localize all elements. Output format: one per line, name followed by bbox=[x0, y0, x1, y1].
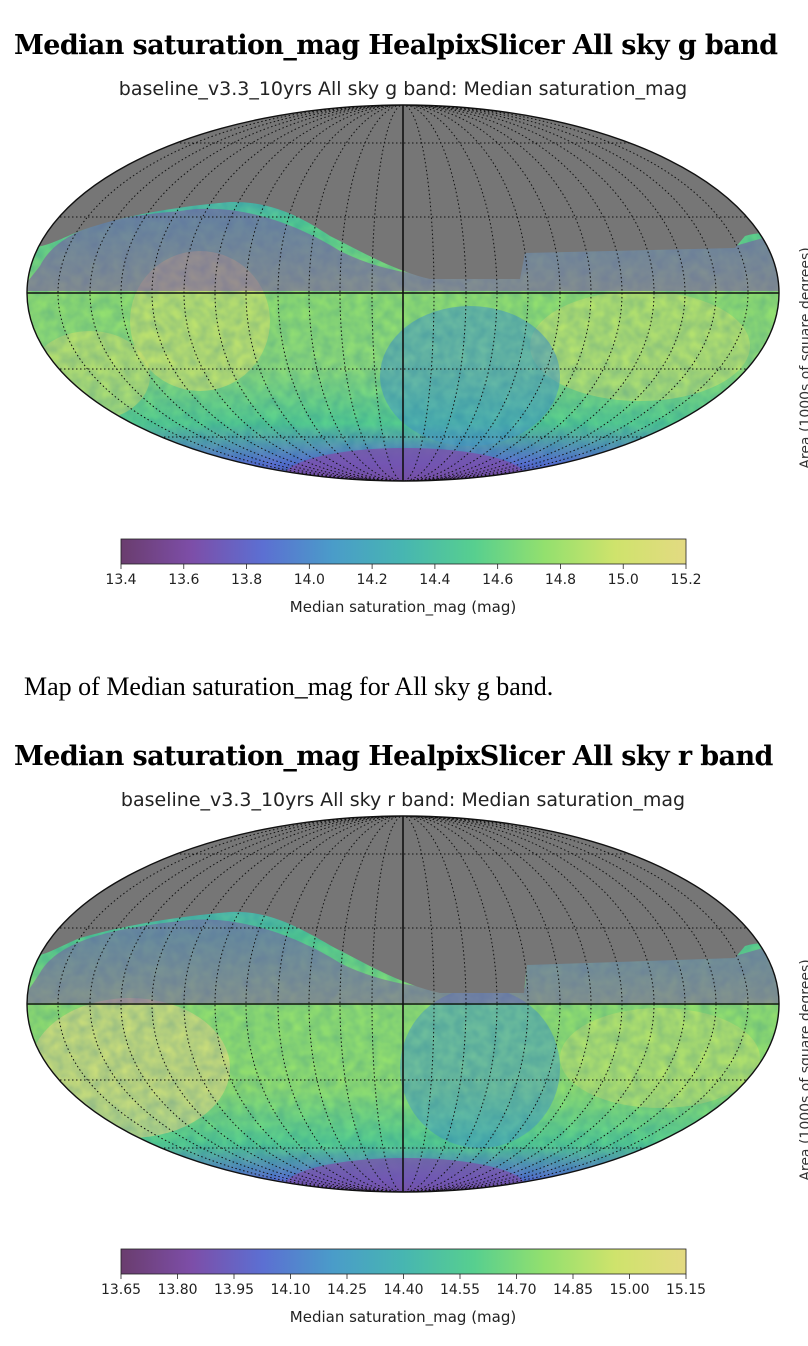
northern-edge-band bbox=[27, 919, 779, 1003]
colorbar-tick-label: 14.40 bbox=[383, 1282, 423, 1298]
mollweide-map bbox=[27, 816, 779, 1192]
colorbar-tick-label: 13.80 bbox=[157, 1282, 197, 1298]
masked-sky bbox=[27, 105, 779, 279]
side-axis-label: Area (1000s of square degrees) bbox=[798, 247, 808, 468]
side-axis-label: Area (1000s of square degrees) bbox=[798, 959, 808, 1180]
colorbar-tick-label: 13.4 bbox=[105, 572, 136, 588]
colorbar-tick-label: 14.8 bbox=[545, 572, 576, 588]
colorbar-tick-label: 13.95 bbox=[214, 1282, 254, 1298]
colorbar-tick-label: 14.25 bbox=[327, 1282, 367, 1298]
colorbar-tick-label: 13.8 bbox=[231, 572, 262, 588]
figure-r-band: baseline_v3.3_10yrs All sky r band: Medi… bbox=[0, 788, 808, 1333]
section-heading-r-band: Median saturation_mag HealpixSlicer All … bbox=[14, 741, 773, 772]
colorbar-label: Median saturation_mag (mag) bbox=[290, 598, 516, 617]
plot-title: baseline_v3.3_10yrs All sky g band: Medi… bbox=[119, 78, 687, 100]
colorbar-ticks: 13.4 13.6 13.8 14.0 14.2 14.4 14.6 14.8 15.0 15.2 bbox=[105, 564, 702, 588]
map-outline bbox=[26, 815, 780, 1193]
colorbar-tick-label: 15.0 bbox=[608, 572, 639, 588]
colorbar: 13.4 13.6 13.8 14.0 14.2 14.4 14.6 14.8 15.0 15.2… bbox=[105, 538, 702, 617]
colorbar-tick-label: 15.00 bbox=[609, 1282, 649, 1298]
map-outline bbox=[26, 104, 780, 482]
colorbar-tick-label: 13.65 bbox=[101, 1282, 141, 1298]
section-heading-g-band: Median saturation_mag HealpixSlicer All … bbox=[14, 30, 778, 61]
colorbar-gradient bbox=[120, 1248, 687, 1275]
southern-pole-band bbox=[285, 1158, 525, 1192]
colorbar-label: Median saturation_mag (mag) bbox=[290, 1308, 516, 1327]
colorbar-tick-label: 14.55 bbox=[440, 1282, 480, 1298]
colorbar-tick-label: 13.6 bbox=[168, 572, 199, 588]
colorbar-tick-label: 14.0 bbox=[294, 572, 325, 588]
southern-pole-band bbox=[285, 448, 525, 481]
colorbar: 13.65 13.80 13.95 14.10 14.25 14.40 14.55 14.70… bbox=[101, 1248, 706, 1327]
skymap-figure: baseline_v3.3_10yrs All sky g band: Medi… bbox=[26, 78, 808, 617]
colorbar-tick-label: 15.15 bbox=[666, 1282, 706, 1298]
northern-edge-band bbox=[27, 208, 779, 291]
colorbar-tick-label: 14.85 bbox=[553, 1282, 593, 1298]
colorbar-tick-label: 14.4 bbox=[419, 572, 450, 588]
skymap-figure: baseline_v3.3_10yrs All sky r band: Medi… bbox=[26, 789, 808, 1327]
colorbar-tick-label: 14.2 bbox=[357, 572, 388, 588]
colorbar-tick-label: 15.2 bbox=[670, 572, 701, 588]
colorbar-gradient bbox=[120, 538, 687, 565]
figure-g-band: baseline_v3.3_10yrs All sky g band: Medi… bbox=[0, 76, 808, 626]
colorbar-ticks: 13.65 13.80 13.95 14.10 14.25 14.40 14.55 14.70… bbox=[101, 1274, 706, 1298]
plot-title: baseline_v3.3_10yrs All sky r band: Medi… bbox=[121, 789, 685, 811]
figure-caption-g-band: Map of Median saturation_mag for All sky… bbox=[24, 672, 554, 701]
colorbar-tick-label: 14.10 bbox=[270, 1282, 310, 1298]
colorbar-tick-label: 14.70 bbox=[496, 1282, 536, 1298]
colorbar-tick-label: 14.6 bbox=[482, 572, 513, 588]
mollweide-map bbox=[27, 105, 779, 481]
